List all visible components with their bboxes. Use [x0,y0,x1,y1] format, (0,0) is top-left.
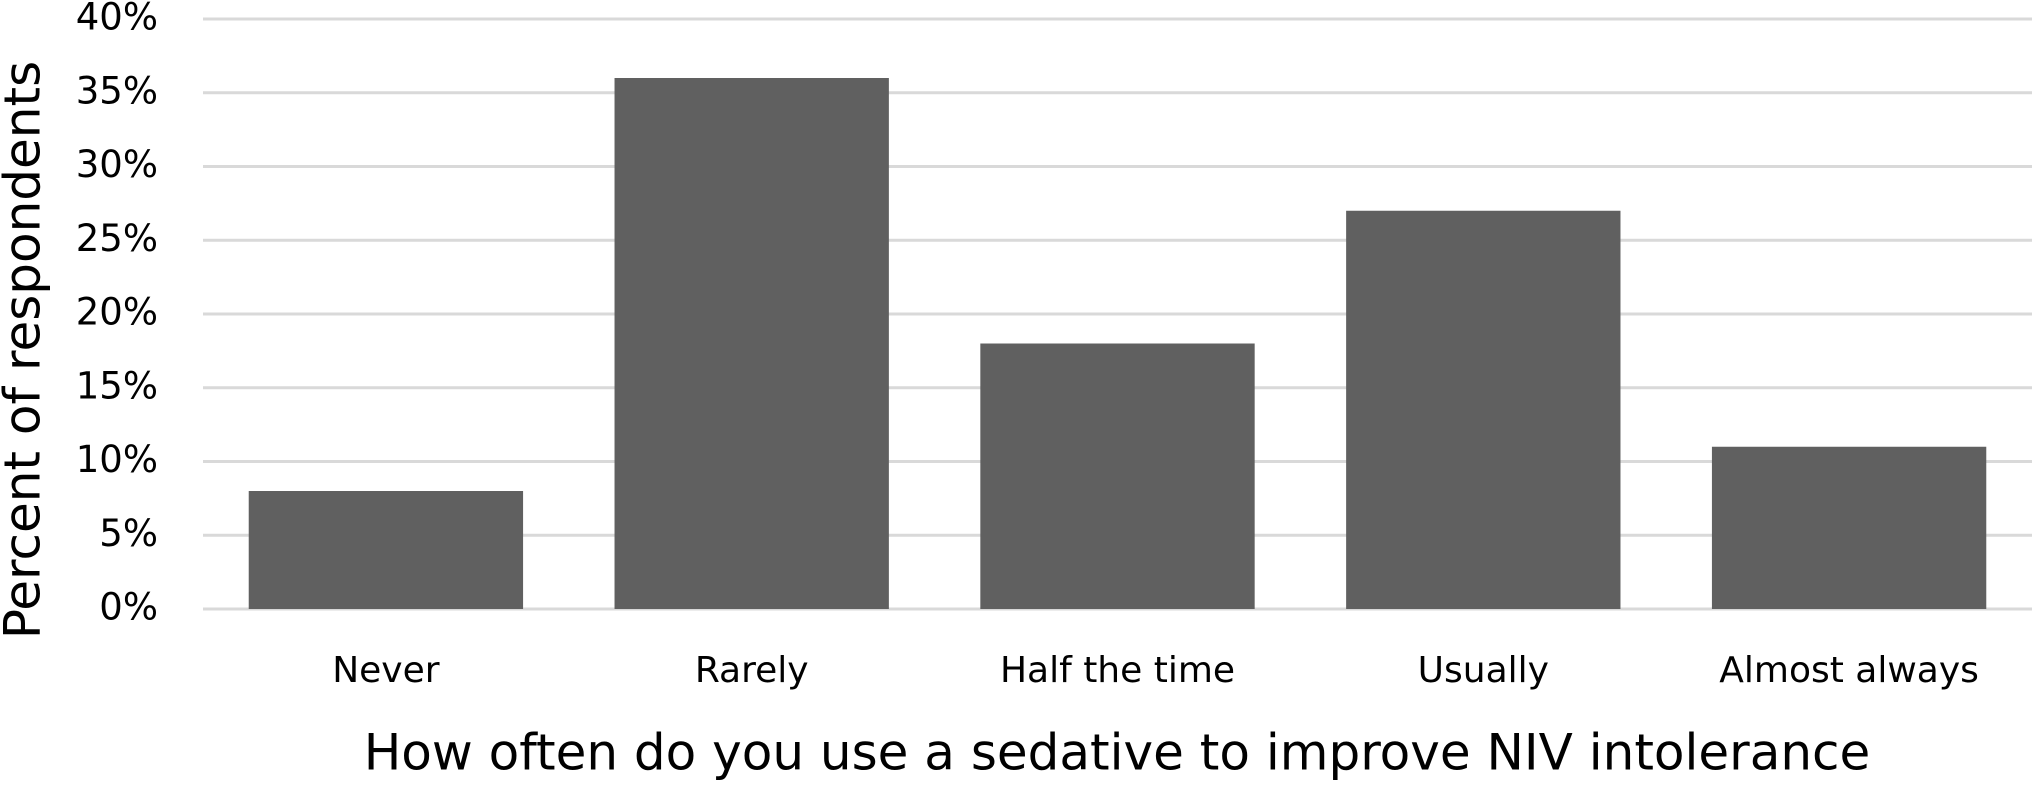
bar [248,491,524,609]
bar [980,343,1255,609]
y-tick-label: 20% [76,291,158,334]
y-tick-label: 10% [76,438,158,481]
bar [614,78,889,609]
bar [1711,446,1987,609]
x-axis-title: How often do you use a sedative to impro… [364,724,1871,782]
y-tick-label: 15% [76,364,158,407]
y-axis-title: Percent of respondents [0,61,52,639]
x-tick-label: Half the time [1000,650,1235,691]
y-tick-label: 30% [76,143,158,186]
y-tick-label: 35% [76,69,158,112]
y-tick-label: 40% [76,0,158,39]
bar [1346,210,1621,609]
x-tick-label: Almost always [1719,650,1979,691]
x-tick-label: Never [332,650,440,691]
y-tick-label: 25% [76,217,158,260]
y-tick-label: 5% [99,512,158,555]
x-tick-label: Rarely [695,650,809,691]
x-tick-label: Usually [1418,650,1549,691]
y-tick-label: 0% [99,586,158,629]
